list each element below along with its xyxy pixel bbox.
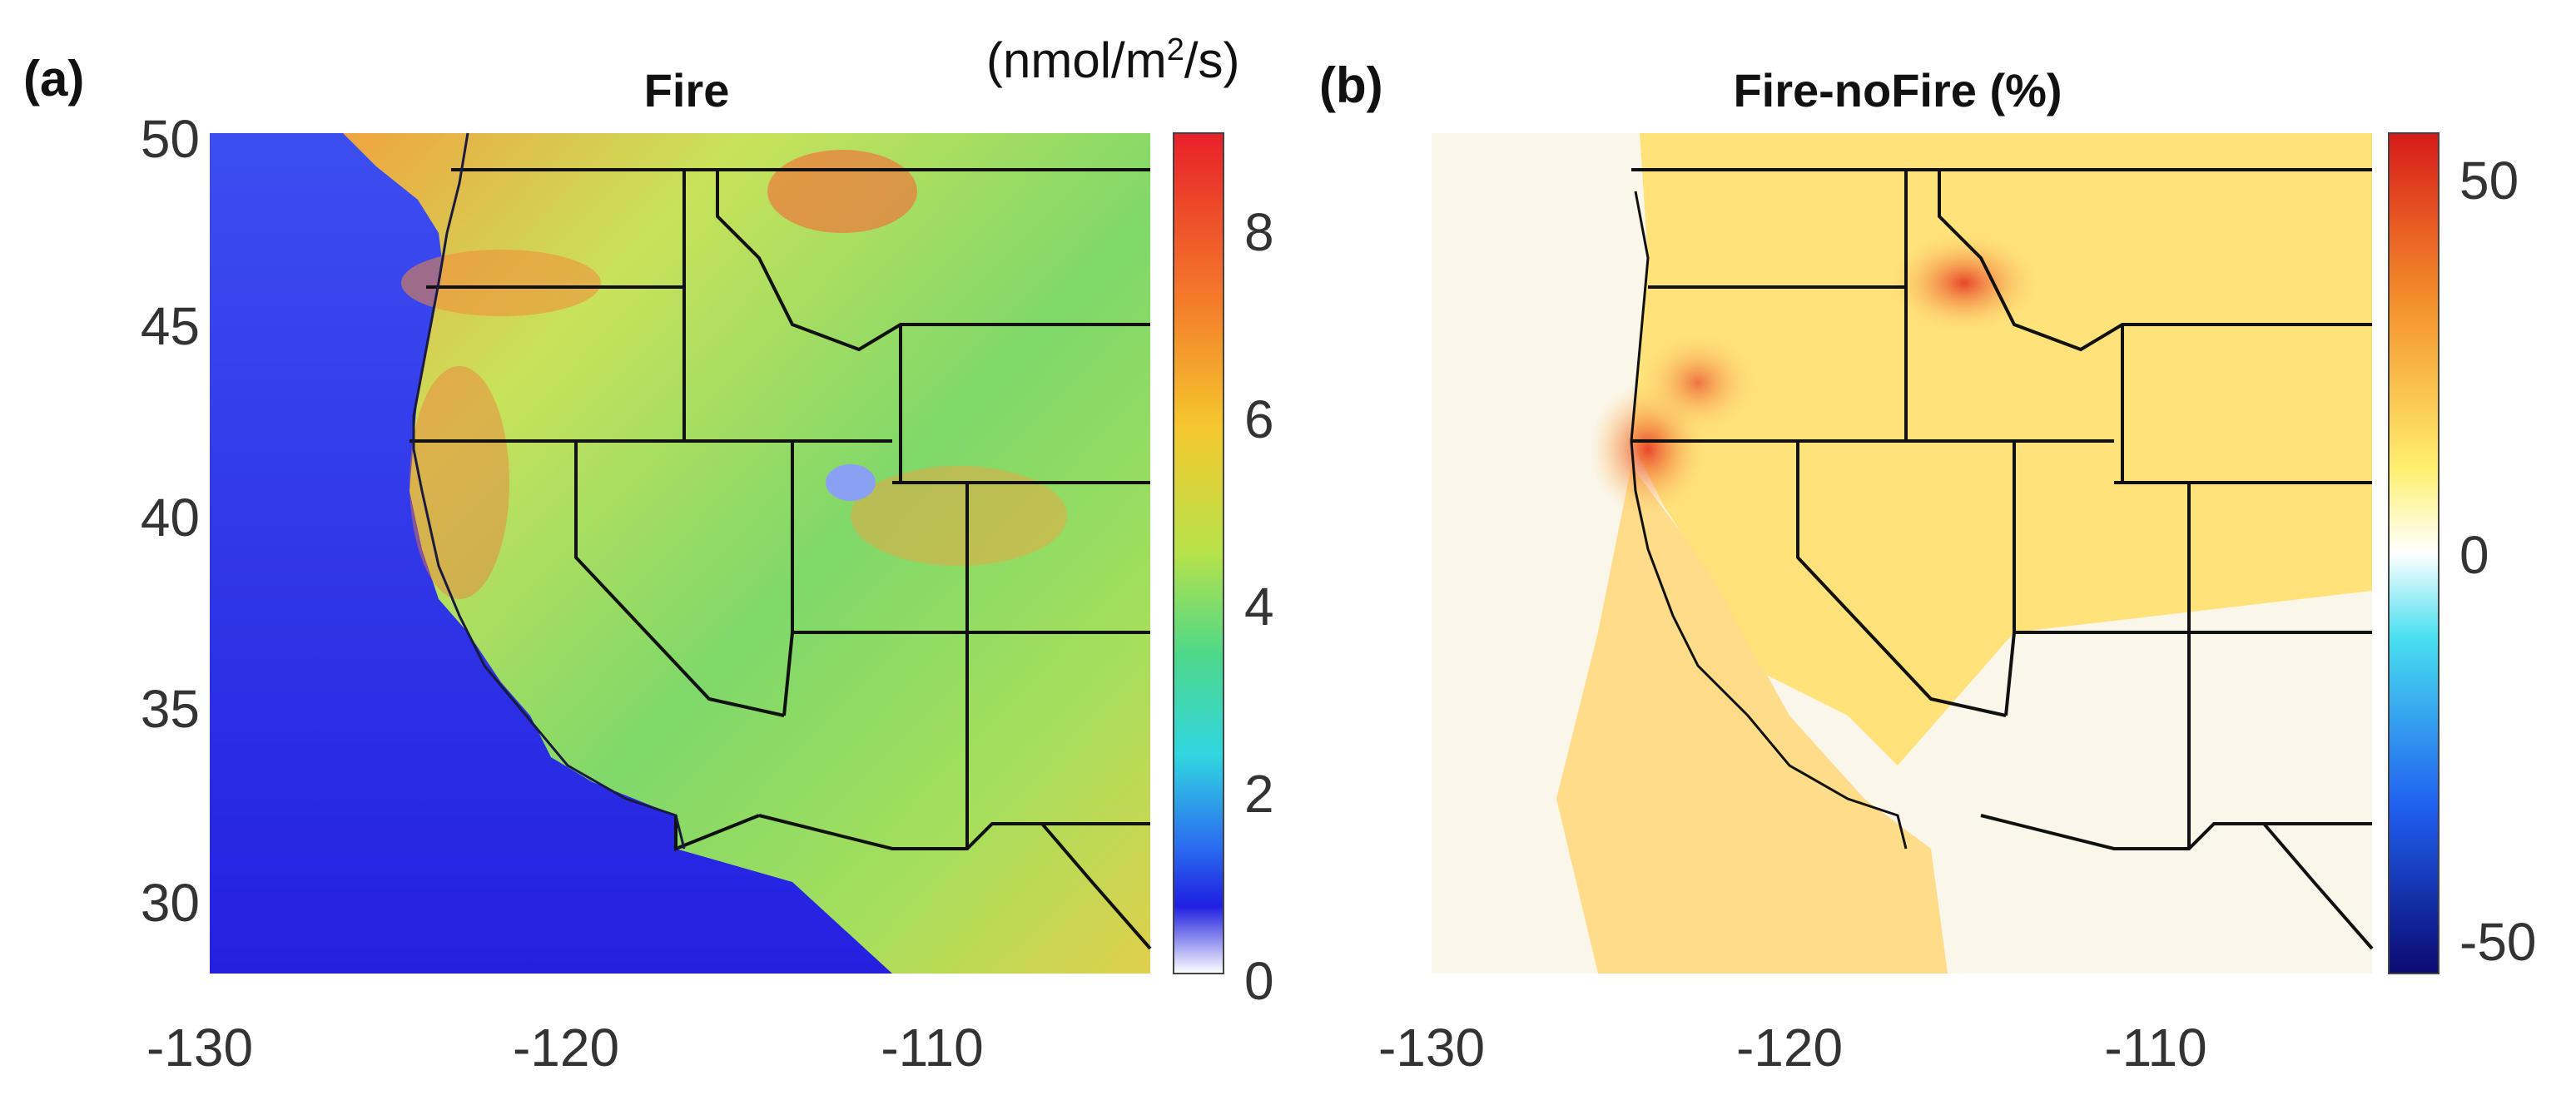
colorbar-a-tick: 6 — [1244, 389, 1274, 449]
colorbar-b — [2388, 132, 2440, 974]
state-boundaries-b — [1631, 168, 2374, 950]
x-tick-label: -120 — [1735, 1018, 1844, 1078]
hotspot — [851, 466, 1067, 566]
panel-b-title: Fire-noFire (%) — [1733, 64, 2062, 116]
colorbar-a-tick: 4 — [1244, 577, 1274, 637]
panel-a-title: Fire — [643, 64, 730, 116]
hotspot — [401, 250, 601, 316]
colorbar-a — [1173, 132, 1224, 974]
colorbar-a-gradient — [1173, 132, 1224, 974]
units-suffix: /s) — [1184, 32, 1240, 88]
colorbar-b-gradient — [2388, 132, 2440, 974]
hotspot — [767, 150, 917, 233]
coastline-a — [412, 132, 686, 850]
state-boundaries — [409, 168, 1152, 950]
x-tick-label: -120 — [512, 1018, 620, 1078]
y-tick-label: 30 — [140, 873, 200, 933]
land-b — [1631, 133, 2372, 766]
colorbar-b-tick: 50 — [2459, 151, 2519, 211]
colorbar-b-tick: -50 — [2459, 912, 2537, 972]
colorbar-a-tick: 8 — [1244, 202, 1274, 262]
colorbar-a-tick: 0 — [1244, 951, 1274, 1011]
land-a — [343, 133, 1150, 974]
map-panel-b — [1432, 133, 2374, 974]
colorbar-a-tick: 2 — [1244, 764, 1274, 824]
fire-hotspot — [1889, 233, 2039, 333]
x-tick-label: -130 — [1377, 1018, 1486, 1078]
panel-a-label: (a) — [23, 51, 85, 107]
units-prefix: (nmol/m — [986, 32, 1167, 88]
panel-a-units: (nmol/m2/s) — [986, 32, 1239, 89]
x-tick-label: -110 — [881, 1018, 984, 1078]
x-tick-label: -110 — [2104, 1018, 2207, 1078]
coastline-b — [1630, 191, 1908, 850]
colorbar-b-tick: 0 — [2459, 525, 2489, 585]
panel-b-label: (b) — [1319, 57, 1383, 113]
y-tick-label: 35 — [140, 679, 200, 739]
units-superscript: 2 — [1166, 32, 1184, 67]
fire-hotspot — [1640, 333, 1756, 433]
lake — [826, 464, 876, 501]
map-panel-a — [210, 132, 1152, 974]
y-tick-label: 40 — [140, 488, 200, 548]
x-tick-label: -130 — [146, 1018, 254, 1078]
y-tick-label: 45 — [140, 296, 200, 356]
y-tick-label: 50 — [140, 109, 200, 169]
hotspot — [409, 366, 509, 599]
